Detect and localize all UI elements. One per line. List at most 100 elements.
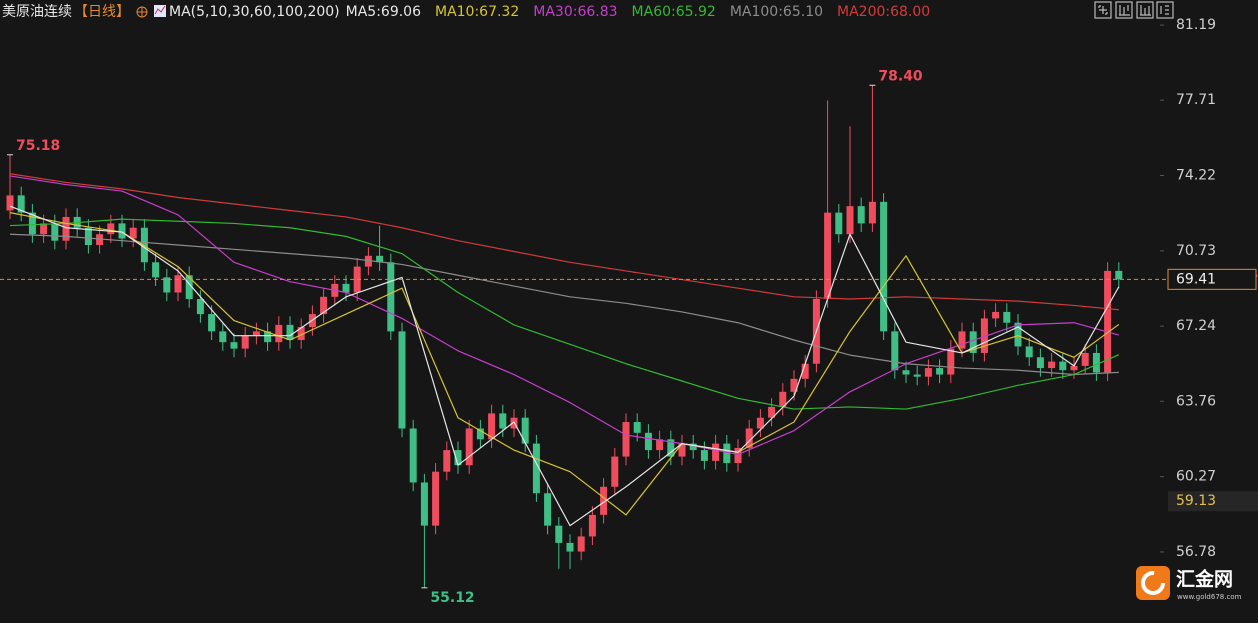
indicator-button[interactable] <box>1136 1 1154 19</box>
y-tick-label: 67.24 <box>1176 318 1216 334</box>
candle-body <box>958 331 966 349</box>
candle-body <box>544 493 552 526</box>
candle <box>824 100 832 308</box>
logo-url: www.gold678.com <box>1177 593 1242 601</box>
candle <box>1025 337 1033 366</box>
candle <box>420 473 428 588</box>
candle <box>376 225 384 271</box>
settings-button[interactable] <box>1156 1 1174 19</box>
candle-body <box>857 206 865 224</box>
candle-body <box>768 406 776 418</box>
legend-entry: MA200:68.00 <box>837 4 930 20</box>
candle-body <box>656 439 664 451</box>
candle-body <box>756 417 764 429</box>
candle <box>924 359 932 386</box>
candle <box>1059 352 1067 379</box>
candle-body <box>499 413 507 429</box>
candle-body <box>1059 361 1067 371</box>
candle-body <box>465 428 473 466</box>
candle-body <box>488 413 496 440</box>
candle-body <box>588 514 596 537</box>
candle-body <box>667 439 675 457</box>
candle <box>700 441 708 470</box>
candle-body <box>891 331 899 371</box>
y-tick-label: 70.73 <box>1176 243 1216 259</box>
candle <box>398 322 406 438</box>
candle <box>532 434 540 502</box>
candle <box>667 430 675 466</box>
candle-body <box>980 318 988 353</box>
candle-body <box>969 331 977 353</box>
candle <box>521 409 529 453</box>
candle-body <box>297 327 305 340</box>
add-indicator-icon[interactable] <box>136 6 148 18</box>
candle-body <box>62 216 70 241</box>
candle-body <box>443 450 451 472</box>
candle-body <box>219 331 227 343</box>
candle <box>544 484 552 535</box>
bar-type-button[interactable] <box>1115 1 1133 19</box>
logo: 汇金网 www.gold678.com <box>1136 566 1242 601</box>
candle-body <box>689 443 697 451</box>
candle <box>185 266 193 308</box>
candle-body <box>521 417 529 444</box>
candle <box>1003 303 1011 332</box>
candle <box>588 506 596 546</box>
candle <box>723 434 731 472</box>
candle <box>801 355 809 388</box>
ma-line <box>9 218 1120 410</box>
candle <box>712 434 720 470</box>
candle <box>241 327 249 358</box>
candle-body <box>644 432 652 451</box>
candle <box>846 126 854 243</box>
zoom-button[interactable] <box>1094 1 1112 19</box>
candle <box>600 478 608 524</box>
icon-line <box>154 5 166 15</box>
candle-body <box>342 283 350 293</box>
legend-entry: MA5:69.06 <box>346 4 421 20</box>
candle-body <box>107 223 115 235</box>
candle-body <box>992 311 1000 319</box>
candle <box>678 434 686 466</box>
candle <box>118 214 126 248</box>
candle <box>768 398 776 427</box>
candle <box>465 419 473 474</box>
candle-body <box>1014 322 1022 347</box>
candle-body <box>376 255 384 263</box>
candle-body <box>286 324 294 340</box>
candle-body <box>163 277 171 293</box>
legend-entry: MA60:65.92 <box>632 4 716 20</box>
candle <box>51 214 59 250</box>
candle-body <box>824 212 832 299</box>
low-label: 55.12 <box>430 590 474 606</box>
candle-body <box>790 378 798 392</box>
candle <box>958 322 966 358</box>
candle-body <box>745 428 753 448</box>
candle-body <box>152 262 160 278</box>
candle <box>84 219 92 254</box>
candle <box>936 359 944 384</box>
candle <box>1014 314 1022 356</box>
candle <box>230 333 238 358</box>
candle-body <box>409 428 417 483</box>
y-tick-label: 63.76 <box>1176 393 1216 409</box>
candle-body <box>633 422 641 433</box>
candle-body <box>611 456 619 487</box>
candle-body <box>118 223 126 239</box>
candle <box>1092 344 1100 382</box>
candle <box>880 193 888 340</box>
candle <box>611 447 619 496</box>
candle-body <box>700 450 708 461</box>
y-tick-label: 60.27 <box>1176 469 1216 485</box>
candle <box>1115 262 1123 289</box>
candle-body <box>1025 346 1033 358</box>
legend-entry: MA100:65.10 <box>730 4 823 20</box>
candle-body <box>275 324 283 343</box>
y-tick-label: 74.22 <box>1176 168 1216 184</box>
candle-body <box>779 391 787 407</box>
price-marker-label: 59.13 <box>1176 493 1216 509</box>
candle <box>835 203 843 243</box>
candle-body <box>241 335 249 349</box>
candle <box>286 316 294 349</box>
